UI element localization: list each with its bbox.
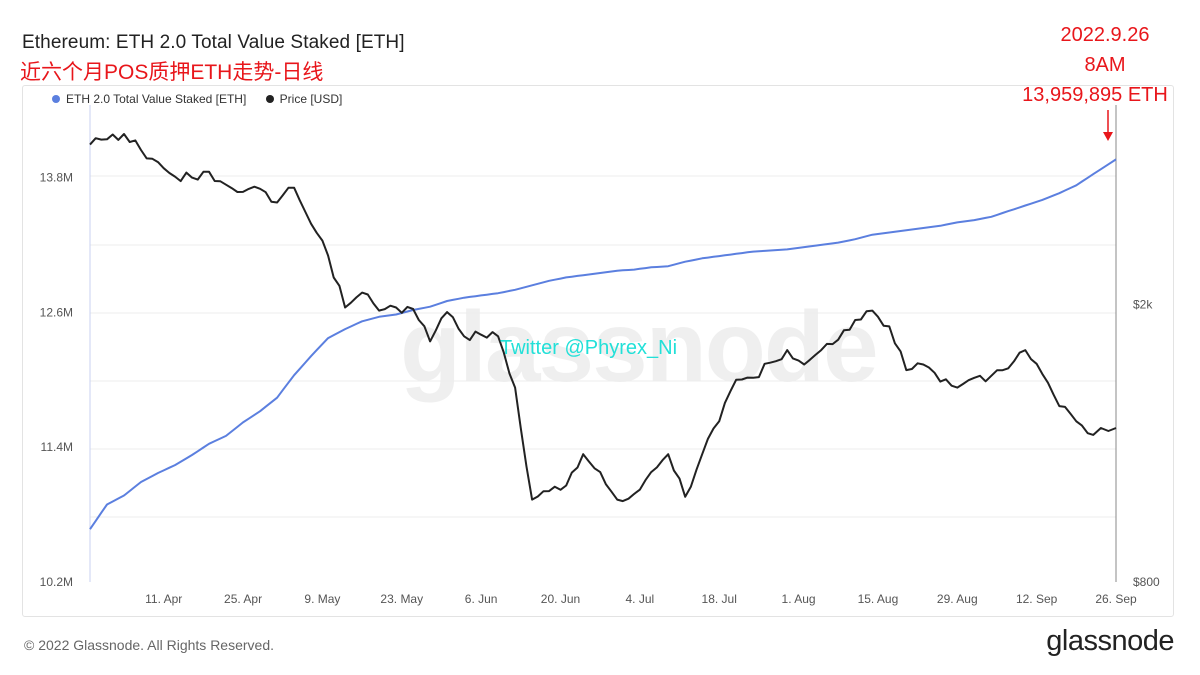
legend-dot-staked: [52, 95, 60, 103]
annotation-time: 8AM: [1084, 54, 1126, 76]
x-tick-3: 23. May: [380, 592, 423, 606]
x-tick-11: 12. Sep: [1016, 592, 1058, 606]
x-tick-6: 4. Jul: [626, 592, 655, 606]
legend-dot-price: [265, 95, 274, 103]
left-tick-3: 10.2M: [40, 575, 73, 589]
x-tick-4: 6. Jun: [465, 592, 498, 606]
x-tick-2: 9. May: [304, 592, 340, 606]
right-axis: $2k $800: [1133, 297, 1160, 589]
x-tick-7: 18. Jul: [702, 592, 737, 606]
annotation-arrow: [1103, 110, 1113, 141]
chart-title: Ethereum: ETH 2.0 Total Value Staked [ET…: [22, 32, 405, 53]
legend-item-price[interactable]: Price [USD]: [265, 92, 343, 106]
right-tick-1: $800: [1133, 575, 1160, 589]
x-tick-0: 11. Apr: [145, 592, 182, 606]
x-axis: 11. Apr 25. Apr 9. May 23. May 6. Jun 20. Jun…: [145, 592, 1137, 606]
left-tick-1: 12.6M: [40, 305, 73, 319]
twitter-handle: Twitter @Phyrex_Ni: [500, 337, 678, 359]
annotation-date: 2022.9.26: [1060, 24, 1150, 46]
annotation-value: 13,959,895 ETH: [1022, 84, 1168, 106]
grid-lines: [89, 105, 1117, 582]
x-tick-1: 25. Apr: [224, 592, 262, 606]
arrow-head: [1103, 132, 1113, 141]
latest-value-annotation: 2022.9.26 8AM 13,959,895 ETH: [1022, 20, 1180, 110]
chart-panel: [22, 85, 1174, 617]
left-axis: 13.8M 12.6M 11.4M 10.2M: [40, 170, 73, 589]
glassnode-watermark: glassnode: [400, 291, 879, 403]
right-tick-0: $2k: [1133, 297, 1153, 311]
left-tick-2: 11.4M: [41, 440, 73, 454]
legend-label-staked: ETH 2.0 Total Value Staked [ETH]: [66, 92, 247, 106]
footer-copyright: © 2022 Glassnode. All Rights Reserved.: [24, 637, 275, 653]
legend-label-price: Price [USD]: [279, 92, 343, 106]
x-tick-10: 29. Aug: [937, 592, 978, 606]
x-tick-9: 15. Aug: [858, 592, 899, 606]
legend-item-staked[interactable]: ETH 2.0 Total Value Staked [ETH]: [52, 92, 246, 106]
left-tick-0: 13.8M: [40, 170, 73, 184]
x-tick-8: 1. Aug: [782, 592, 816, 606]
chart-subtitle: 近六个月POS质押ETH走势-日线: [20, 61, 324, 84]
series-lines: [89, 133, 1117, 530]
price-usd-line[interactable]: [89, 133, 1117, 503]
footer-logo: glassnode: [1046, 625, 1174, 657]
chart-legend: ETH 2.0 Total Value Staked [ETH] Price […: [52, 92, 358, 106]
x-tick-12: 26. Sep: [1095, 592, 1137, 606]
total-staked-line[interactable]: [89, 158, 1117, 530]
x-tick-5: 20. Jun: [541, 592, 580, 606]
